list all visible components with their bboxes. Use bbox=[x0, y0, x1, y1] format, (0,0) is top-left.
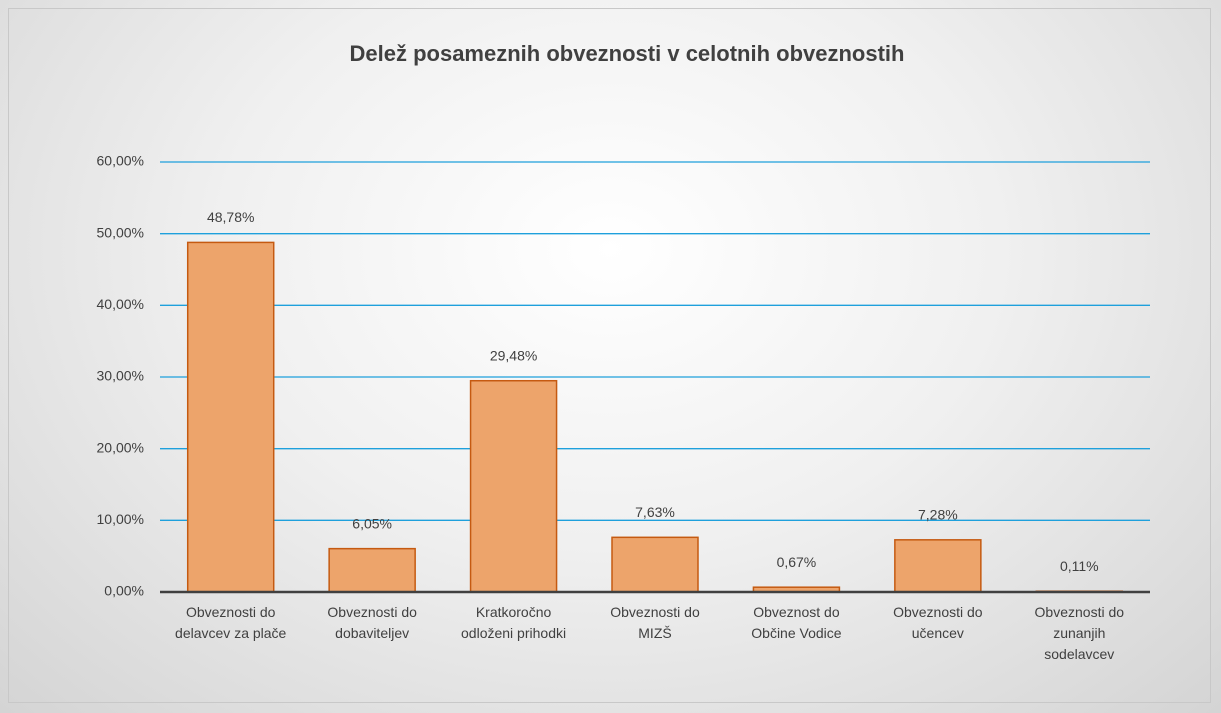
y-tick-label: 20,00% bbox=[97, 439, 144, 455]
data-label: 48,78% bbox=[207, 209, 254, 225]
bar bbox=[328, 547, 416, 593]
x-tick-label: Kratkoročno odloženi prihodki bbox=[461, 604, 567, 641]
data-label: 29,48% bbox=[490, 347, 537, 363]
chart-title: Delež posameznih obveznosti v celotnih o… bbox=[350, 41, 905, 66]
y-tick-label: 60,00% bbox=[97, 153, 144, 169]
bar bbox=[469, 379, 558, 593]
y-tick-label: 0,00% bbox=[104, 583, 144, 599]
x-tick-label: Obveznosti do delavcev za plače bbox=[175, 604, 287, 641]
x-tick-label: Obveznosti do učencev bbox=[893, 604, 983, 641]
bar bbox=[894, 539, 982, 593]
data-label: 6,05% bbox=[352, 515, 392, 531]
y-tick-label: 30,00% bbox=[97, 368, 144, 384]
bar bbox=[186, 241, 275, 593]
data-label: 7,63% bbox=[635, 504, 675, 520]
data-label: 7,28% bbox=[918, 507, 958, 523]
data-label: 0,11% bbox=[1060, 558, 1099, 574]
y-tick-label: 50,00% bbox=[97, 224, 144, 240]
x-tick-label: Obveznosti do MIZŠ bbox=[610, 604, 700, 641]
data-label: 0,67% bbox=[777, 554, 817, 570]
y-tick-label: 10,00% bbox=[97, 511, 144, 527]
x-tick-label: Obveznost do Občine Vodice bbox=[751, 604, 842, 641]
x-tick-label: Obveznosti do zunanjih sodelavcev bbox=[1034, 604, 1125, 662]
chart-border bbox=[8, 8, 1211, 703]
x-tick-label: Obveznosti do dobaviteljev bbox=[327, 604, 417, 641]
bar bbox=[611, 536, 699, 593]
y-tick-label: 40,00% bbox=[97, 296, 144, 312]
